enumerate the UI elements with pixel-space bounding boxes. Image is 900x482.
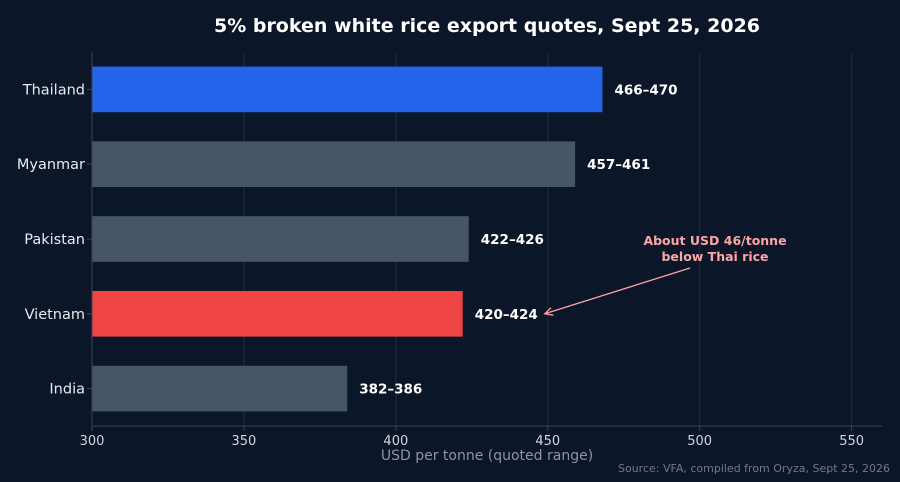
category-label-thailand: Thailand	[22, 82, 85, 98]
annotation: About USD 46/tonne below Thai rice	[545, 233, 787, 314]
source-note: Source: VFA, compiled from Oryza, Sept 2…	[618, 462, 890, 475]
x-tick-label: 450	[535, 434, 560, 449]
annotation-arrow	[545, 267, 691, 314]
x-tick-label: 350	[232, 434, 257, 449]
x-tick-label: 300	[80, 434, 105, 449]
bar-myanmar	[92, 141, 576, 188]
bar-india	[92, 365, 348, 412]
x-axis-title: USD per tonne (quoted range)	[381, 448, 593, 464]
x-tick-label: 400	[383, 434, 408, 449]
category-label-pakistan: Pakistan	[24, 232, 85, 248]
value-label-myanmar: 457–461	[587, 157, 650, 173]
category-label-myanmar: Myanmar	[17, 157, 85, 173]
value-label-pakistan: 422–426	[481, 232, 544, 248]
chart-title: 5% broken white rice export quotes, Sept…	[214, 15, 760, 37]
value-label-vietnam: 420–424	[475, 307, 538, 323]
annotation-line-2: below Thai rice	[661, 249, 768, 264]
value-label-india: 382–386	[359, 382, 422, 398]
bar-vietnam	[92, 290, 463, 337]
axes	[87, 52, 882, 431]
annotation-line-1: About USD 46/tonne	[643, 233, 786, 248]
x-tick-label: 500	[687, 434, 712, 449]
category-label-vietnam: Vietnam	[25, 307, 85, 323]
x-tick-label: 550	[839, 434, 864, 449]
bars	[92, 66, 603, 412]
category-label-india: India	[49, 382, 85, 398]
value-label-thailand: 466–470	[614, 82, 677, 98]
bar-thailand	[92, 66, 603, 113]
labels: 300 350 400 450 500 550 Thailand 466–470 Myanmar…	[17, 82, 864, 449]
bar-pakistan	[92, 216, 469, 262]
